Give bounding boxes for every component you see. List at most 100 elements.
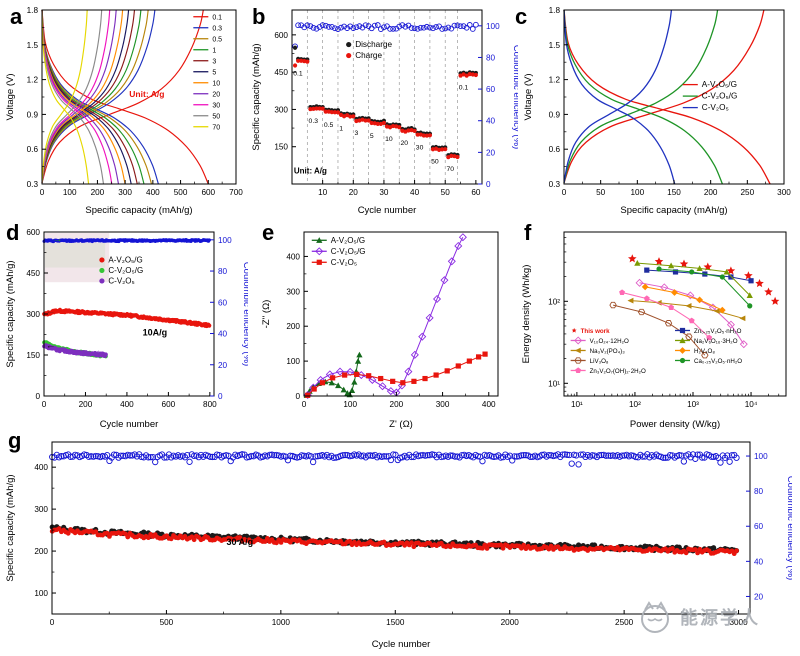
svg-text:80: 80 bbox=[218, 267, 228, 276]
series-c-v₂o₅/g-discharge bbox=[563, 9, 723, 185]
series-h₂v₃o₈ bbox=[641, 283, 726, 314]
y-axis-left: 0 150 300 450 600 bbox=[26, 228, 48, 401]
svg-text:Specific capacity (mAh/g): Specific capacity (mAh/g) bbox=[85, 205, 192, 216]
svg-text:→: → bbox=[53, 234, 63, 245]
svg-text:2000: 2000 bbox=[501, 618, 520, 627]
svg-text:←: ← bbox=[46, 306, 56, 317]
svg-text:60: 60 bbox=[218, 298, 228, 307]
svg-text:10⁴: 10⁴ bbox=[745, 400, 758, 409]
legend: This work V₁₀O₂₄·12H₂O Na₃V₂(PO₄)₃ LiV₃O₈ Zn… bbox=[570, 327, 742, 375]
legend: A-V₂O₅/GC-V₂O₅/GC-V₂O₅ bbox=[99, 256, 143, 286]
svg-text:40: 40 bbox=[218, 330, 228, 339]
y-axis-right: 0 20 40 60 80 100 bbox=[478, 22, 500, 189]
svg-text:30 A/g: 30 A/g bbox=[227, 537, 254, 547]
svg-text:100: 100 bbox=[218, 236, 232, 245]
series-c-v₂o₅/g-charge bbox=[563, 9, 719, 183]
series-c-v₂o₅-charge bbox=[563, 9, 673, 183]
svg-text:600: 600 bbox=[274, 31, 288, 40]
svg-text:400: 400 bbox=[34, 463, 48, 472]
svg-text:Voltage (V): Voltage (V) bbox=[5, 74, 16, 121]
svg-text:60: 60 bbox=[486, 85, 496, 94]
x-axis: 0 100 200 300 400 bbox=[302, 392, 496, 409]
svg-text:0: 0 bbox=[562, 188, 567, 197]
panel-letter-c: c bbox=[515, 4, 528, 29]
svg-text:30: 30 bbox=[212, 102, 220, 109]
svg-text:10²: 10² bbox=[629, 400, 641, 409]
svg-text:10²: 10² bbox=[548, 297, 560, 306]
svg-text:150: 150 bbox=[26, 351, 40, 360]
svg-text:0.9: 0.9 bbox=[549, 110, 561, 119]
svg-text:20: 20 bbox=[218, 361, 228, 370]
svg-text:Na₂V₆O₁₆·3H₂O: Na₂V₆O₁₆·3H₂O bbox=[694, 338, 738, 345]
svg-text:100: 100 bbox=[486, 22, 500, 31]
svg-text:50: 50 bbox=[441, 188, 451, 197]
series-coulombic-efficiency bbox=[49, 451, 740, 468]
panel-e-nyquist-chart: 0 100 200 300 400 0 100 200 300 400 Z' (Ω) -Z'' (Ω)… bbox=[261, 231, 499, 430]
panel-e-plot: 0 100 200 300 400 0 100 200 300 400 Z' (Ω) -Z'' (Ω)… bbox=[261, 231, 499, 430]
svg-text:400: 400 bbox=[286, 252, 300, 261]
panel-letter-b: b bbox=[252, 4, 266, 29]
svg-text:H₂V₃O₈: H₂V₃O₈ bbox=[694, 348, 715, 355]
svg-text:50: 50 bbox=[212, 113, 220, 120]
svg-text:80: 80 bbox=[486, 53, 496, 62]
series-c-v₂o₅ bbox=[305, 351, 488, 398]
svg-text:300: 300 bbox=[436, 400, 450, 409]
svg-text:5: 5 bbox=[370, 133, 374, 140]
svg-text:50: 50 bbox=[596, 188, 606, 197]
svg-text:700: 700 bbox=[229, 188, 243, 197]
svg-text:0: 0 bbox=[42, 400, 47, 409]
svg-text:30: 30 bbox=[379, 188, 389, 197]
watermark-text: 能源学人 bbox=[680, 608, 760, 629]
svg-text:Cycle number: Cycle number bbox=[372, 639, 431, 650]
panel-c-plot: 0 50 100 150 200 250 300 0.3 0.6 0.9 1.2 1.5 1.8 Spec… bbox=[523, 6, 791, 216]
svg-text:LiV₃O₈: LiV₃O₈ bbox=[590, 358, 609, 365]
svg-text:Specific capacity (mAh/g): Specific capacity (mAh/g) bbox=[251, 43, 262, 150]
svg-text:400: 400 bbox=[482, 400, 496, 409]
series-liv₃o₈ bbox=[609, 301, 709, 359]
svg-text:1.5: 1.5 bbox=[549, 41, 561, 50]
svg-text:500: 500 bbox=[160, 618, 174, 627]
y-axis-left: 10¹ 10² bbox=[548, 237, 568, 392]
svg-text:Energy density (Wh/kg): Energy density (Wh/kg) bbox=[521, 265, 532, 364]
svg-text:Cycle number: Cycle number bbox=[100, 419, 159, 430]
svg-text:A-V₂O₅/G: A-V₂O₅/G bbox=[702, 80, 737, 89]
svg-text:0: 0 bbox=[486, 180, 491, 189]
svg-text:0: 0 bbox=[302, 400, 307, 409]
series-0.1-discharge bbox=[41, 9, 209, 185]
svg-text:1.8: 1.8 bbox=[27, 6, 39, 15]
svg-text:3: 3 bbox=[355, 130, 359, 137]
svg-text:Specific capacity (mAh/g): Specific capacity (mAh/g) bbox=[5, 260, 16, 367]
svg-text:A-V₂O₅/G: A-V₂O₅/G bbox=[108, 256, 142, 265]
svg-text:10¹: 10¹ bbox=[548, 379, 560, 388]
svg-text:Voltage (V): Voltage (V) bbox=[523, 74, 534, 121]
svg-text:70: 70 bbox=[212, 124, 220, 131]
svg-text:1.2: 1.2 bbox=[549, 76, 561, 85]
svg-text:500: 500 bbox=[174, 188, 188, 197]
svg-text:Cycle number: Cycle number bbox=[358, 205, 417, 216]
svg-text:0.6: 0.6 bbox=[549, 145, 561, 154]
svg-text:300: 300 bbox=[286, 287, 300, 296]
svg-text:0.1: 0.1 bbox=[459, 84, 469, 91]
series-this-work bbox=[628, 254, 780, 305]
svg-text:Unit: A/g: Unit: A/g bbox=[129, 89, 164, 99]
svg-text:20: 20 bbox=[486, 148, 496, 157]
legend: A-V₂O₅/GC-V₂O₅/GC-V₂O₅ bbox=[682, 80, 737, 112]
y-axis-right: 0 20 40 60 80 100 bbox=[210, 236, 232, 401]
watermark-logo-icon bbox=[641, 601, 669, 633]
svg-text:100: 100 bbox=[630, 188, 644, 197]
svg-text:V₁₀O₂₄·12H₂O: V₁₀O₂₄·12H₂O bbox=[590, 338, 629, 345]
svg-text:60: 60 bbox=[471, 188, 481, 197]
svg-text:70: 70 bbox=[446, 166, 454, 173]
legend: A-V₂O₅/GC-V₂O₅/GC-V₂O₅ bbox=[311, 236, 366, 267]
svg-text:200: 200 bbox=[704, 188, 718, 197]
svg-text:1000: 1000 bbox=[272, 618, 291, 627]
series-c-v₂o₅-discharge bbox=[563, 9, 676, 185]
svg-text:100: 100 bbox=[63, 188, 77, 197]
svg-text:0.5: 0.5 bbox=[212, 36, 222, 43]
svg-text:1500: 1500 bbox=[386, 618, 405, 627]
svg-text:0.5: 0.5 bbox=[324, 122, 334, 129]
svg-text:Coulombic efficiency (%): Coulombic efficiency (%) bbox=[241, 262, 248, 366]
svg-text:C-V₂O₅: C-V₂O₅ bbox=[702, 103, 729, 112]
legend: 0.1 0.3 0.5 1 3 5 10 20 30 50 70 bbox=[193, 14, 222, 131]
